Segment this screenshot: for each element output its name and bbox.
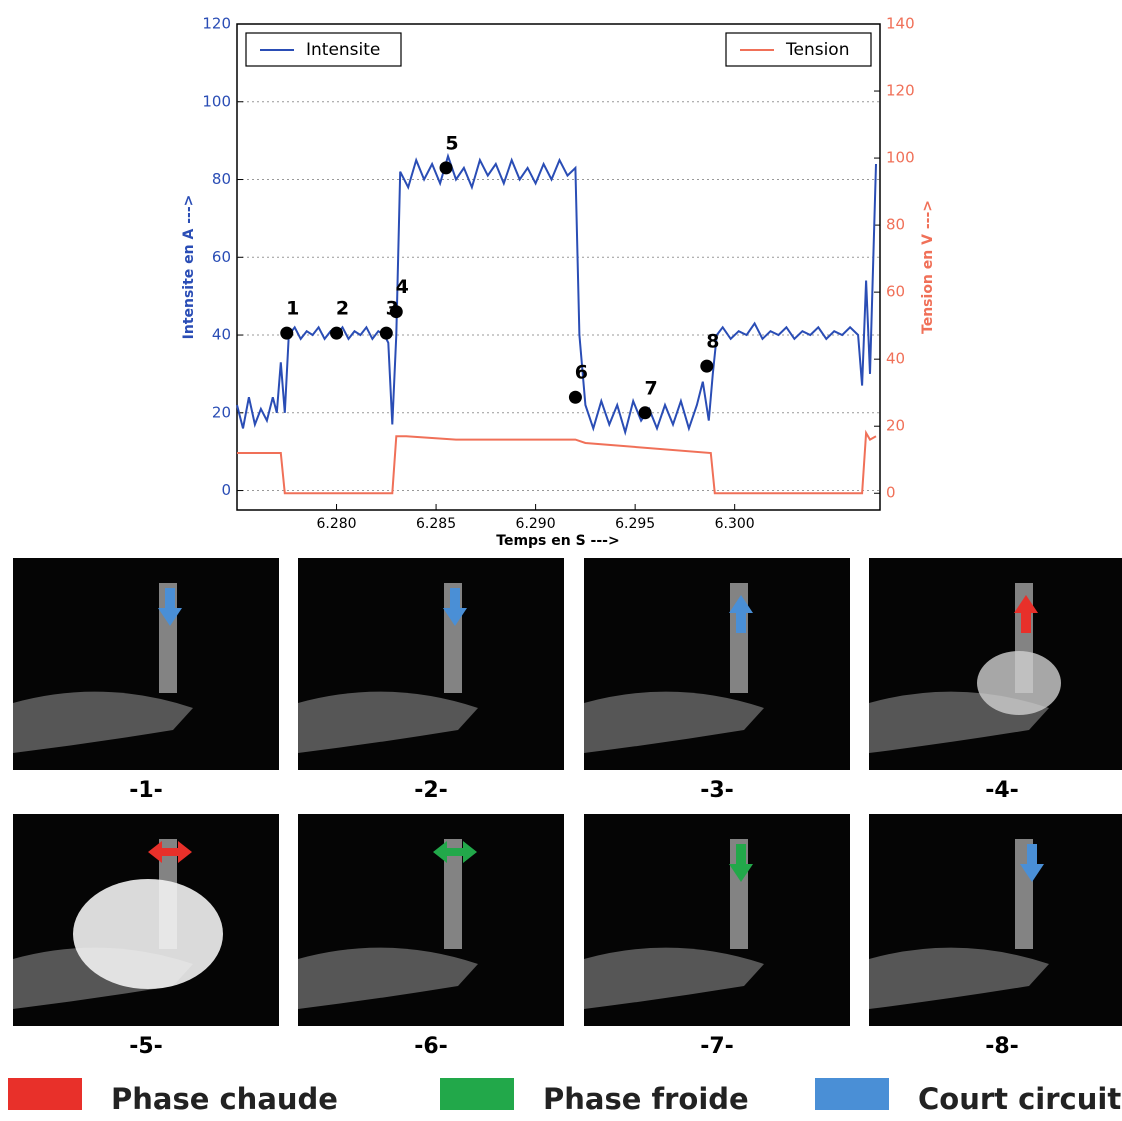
workpiece	[869, 947, 1049, 1009]
phase-swatch	[440, 1078, 514, 1110]
phase-label: Court circuit	[918, 1082, 1121, 1116]
y2-tick-label: 40	[886, 350, 905, 368]
annotation-label: 4	[396, 276, 409, 298]
photo-panel	[869, 558, 1122, 770]
legend-label: Intensite	[306, 40, 380, 60]
arc-glow	[977, 651, 1061, 715]
plot-frame	[236, 23, 881, 511]
legend-label: Tension	[785, 40, 849, 60]
annotation-point	[568, 390, 582, 404]
y2-tick-label: 60	[886, 283, 905, 301]
photo-panel	[584, 558, 850, 770]
x-tick-label: 6.285	[416, 516, 456, 532]
phase-arrow	[148, 841, 192, 863]
x-axis-label: Temps en S --->	[496, 533, 619, 549]
phase-arrow	[1014, 595, 1038, 633]
series-line	[236, 152, 877, 436]
panel-label: -7-	[700, 1034, 734, 1059]
phase-swatch	[8, 1078, 82, 1110]
phase-arrow	[158, 588, 182, 626]
phase-arrow	[443, 588, 467, 626]
x-tick-label: 6.295	[615, 516, 655, 532]
phase-label: Phase chaude	[111, 1082, 338, 1116]
y2-tick-label: 0	[886, 484, 896, 502]
phase-arrow	[433, 841, 477, 863]
y2-tick-label: 80	[886, 216, 905, 234]
annotation-label: 1	[286, 298, 299, 320]
phase-label: Phase froide	[543, 1082, 749, 1116]
annotation-label: 5	[445, 132, 458, 154]
annotation-label: 2	[336, 298, 349, 320]
phase-arrow	[1020, 844, 1044, 882]
annotation-point	[379, 326, 393, 340]
phase-swatch	[815, 1078, 889, 1110]
annotation-label: 6	[575, 362, 588, 384]
y-tick-label: 120	[202, 15, 231, 33]
panel-label: -1-	[129, 778, 163, 803]
y-tick-label: 100	[202, 92, 231, 110]
workpiece	[584, 947, 764, 1009]
annotation-point	[638, 406, 652, 420]
photo-panel	[584, 814, 850, 1026]
x-tick-label: 6.290	[516, 516, 556, 532]
panel-label: -3-	[700, 778, 734, 803]
y-tick-label: 60	[212, 248, 231, 266]
annotation-point	[280, 326, 294, 340]
y-tick-label: 20	[212, 403, 231, 421]
panel-label: -2-	[414, 778, 448, 803]
y2-tick-label: 120	[886, 82, 915, 100]
photo-panel	[13, 558, 279, 770]
y-tick-label: 0	[221, 481, 231, 499]
photo-panel	[298, 814, 564, 1026]
series-line	[237, 429, 877, 495]
annotation-label: 7	[644, 377, 657, 399]
panel-label: -6-	[414, 1034, 448, 1059]
workpiece	[584, 691, 764, 753]
annotation-point	[330, 326, 344, 340]
photo-panel	[13, 814, 279, 1026]
panel-label: -8-	[985, 1034, 1019, 1059]
annotation-point	[389, 305, 403, 319]
y2-tick-label: 100	[886, 149, 915, 167]
electrode	[444, 839, 462, 949]
annotation-point	[439, 161, 453, 175]
panel-label: -4-	[985, 778, 1019, 803]
arc-glow	[73, 879, 223, 989]
annotation-point	[700, 359, 714, 373]
photo-panel	[869, 814, 1122, 1026]
phase-arrow	[729, 595, 753, 633]
y2-tick-label: 20	[886, 417, 905, 435]
y-tick-label: 40	[212, 326, 231, 344]
x-tick-label: 6.300	[715, 516, 755, 532]
y-tick-label: 80	[212, 170, 231, 188]
panel-label: -5-	[129, 1034, 163, 1059]
workpiece	[298, 947, 478, 1009]
y2-axis-label: Tension en V --->	[920, 200, 936, 334]
y-axis-label: Intensite en A --->	[181, 195, 197, 340]
x-tick-label: 6.280	[316, 516, 356, 532]
photo-panel	[298, 558, 564, 770]
phase-arrow	[729, 844, 753, 882]
workpiece	[298, 691, 478, 753]
annotation-label: 8	[706, 331, 719, 353]
workpiece	[13, 691, 193, 753]
y2-tick-label: 140	[886, 15, 915, 33]
